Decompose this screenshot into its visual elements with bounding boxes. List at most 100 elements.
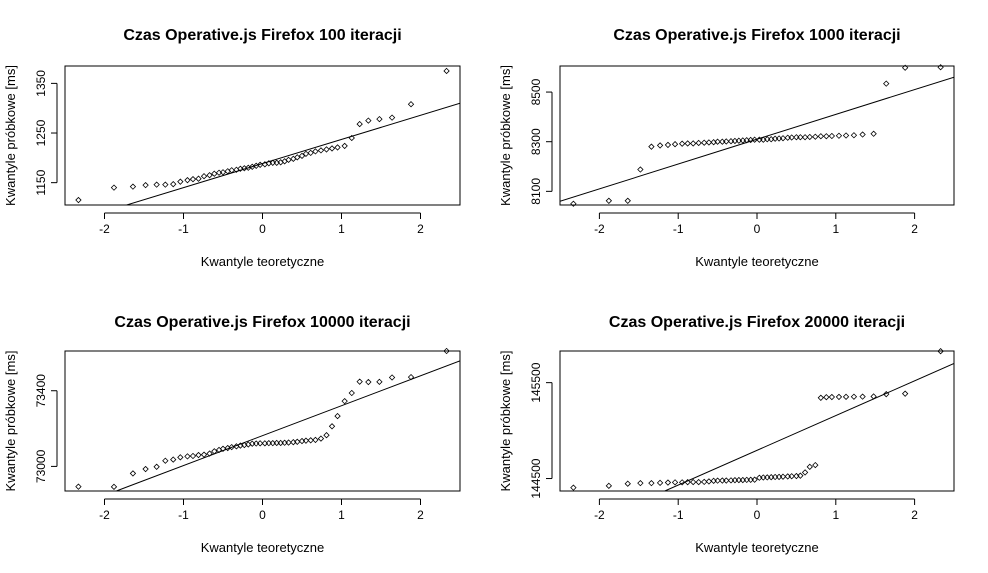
data-point [870,393,877,400]
plot-frame [559,65,955,206]
data-point [705,478,713,485]
data-point [307,149,314,157]
data-point [850,132,858,139]
data-point [605,482,613,489]
x-tick-label: 0 [754,508,761,522]
data-point [605,197,613,204]
data-point [341,142,348,150]
data-point [153,181,160,188]
data-point [328,423,336,430]
data-point [294,154,301,161]
data-point [206,172,213,179]
data-point [797,134,804,141]
data-point [801,134,809,141]
chart-title: Czas Operative.js Firefox 20000 iteracji [609,314,905,331]
y-tick-label: 8100 [529,178,543,205]
data-point [348,134,355,142]
x-tick-label: 2 [911,222,918,236]
plot-frame [559,350,955,492]
chart-title: Czas Operative.js Firefox 100 iteracji [123,27,401,44]
data-point [317,147,325,154]
x-tick-label: 1 [832,508,839,522]
data-point [211,170,218,177]
data-point [723,477,730,484]
x-tick-label: -1 [673,508,684,522]
data-point [788,473,795,480]
data-point [701,139,708,146]
data-point [195,175,202,182]
data-point [307,437,314,444]
qq-reference-line [664,363,954,491]
data-point [323,146,330,153]
data-point [812,133,819,140]
data-point [334,412,341,420]
data-point [341,397,348,405]
data-point [184,453,191,460]
y-tick-label: 8500 [529,78,543,105]
data-point [695,478,702,486]
data-point [328,145,336,152]
data-point [376,378,383,386]
data-point [695,139,702,147]
data-point [334,144,341,151]
data-point [189,452,197,460]
data-point [317,435,325,442]
chart-title: Czas Operative.js Firefox 1000 iteracji [613,27,900,44]
data-point [656,142,664,149]
y-tick-label: 73000 [34,449,48,483]
data-point [637,166,644,173]
data-point [323,432,330,439]
data-point [348,389,355,397]
x-axis-label: Kwantyle teoretyczne [695,540,819,555]
data-point [256,161,264,168]
data-point [162,181,169,188]
data-point [671,479,679,486]
x-tick-label: 1 [338,508,345,522]
data-point [701,478,708,486]
y-tick-label: 1350 [34,70,48,97]
data-point [637,479,644,487]
data-point [779,473,787,480]
data-point [678,479,686,486]
data-point [937,64,944,71]
data-point [690,140,697,147]
data-point [684,140,691,147]
y-tick-label: 1250 [34,119,48,146]
data-point [388,374,396,381]
data-point [312,148,319,155]
data-point [365,117,372,124]
y-tick-label: 144500 [529,458,543,498]
chart-title: Czas Operative.js Firefox 10000 iteracji [114,314,410,331]
plot-frame [64,350,461,492]
data-point [177,454,184,461]
data-point [806,133,813,141]
data-point [285,439,292,446]
data-point [570,200,577,207]
qq-reference-line [126,102,460,205]
y-axis-label: Kwantyle próbkowe [ms] [498,351,513,492]
data-point [142,181,149,189]
data-point [883,390,890,398]
data-point [797,472,804,479]
data-point [184,177,191,184]
data-point [664,479,672,486]
data-point [376,115,383,123]
data-point [256,440,264,447]
data-point [705,139,713,146]
data-point [901,64,909,71]
data-point [189,176,197,183]
data-point [671,141,679,148]
data-point [206,450,213,457]
data-point [356,378,363,385]
data-point [170,456,177,463]
data-point [823,133,830,140]
data-point [129,183,137,190]
data-point [714,138,721,145]
data-point [835,393,843,401]
data-point [690,478,697,486]
data-point [388,114,396,121]
data-point [75,483,82,490]
data-point [714,477,721,484]
x-tick-label: 2 [417,508,424,522]
